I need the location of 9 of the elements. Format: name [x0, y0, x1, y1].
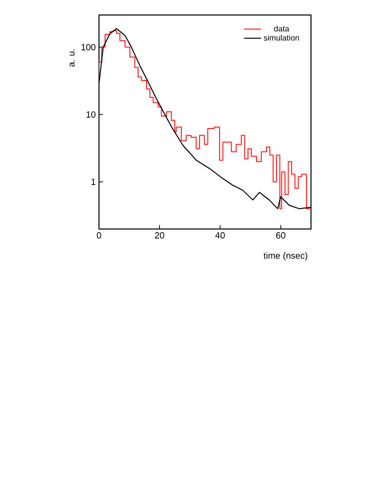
y-axis-title: a. u. — [70, 49, 75, 67]
y-tick-label: 10 — [86, 111, 96, 118]
x-tick-label: 0 — [96, 232, 102, 239]
y-tick-label: 100 — [82, 44, 96, 50]
x-tick-label: 40 — [215, 232, 225, 239]
x-axis-title: time (nsec) — [264, 252, 308, 261]
y-tick-label: 1 — [92, 178, 96, 185]
x-tick-label: 60 — [276, 232, 286, 239]
x-tick-label: 20 — [155, 232, 164, 239]
